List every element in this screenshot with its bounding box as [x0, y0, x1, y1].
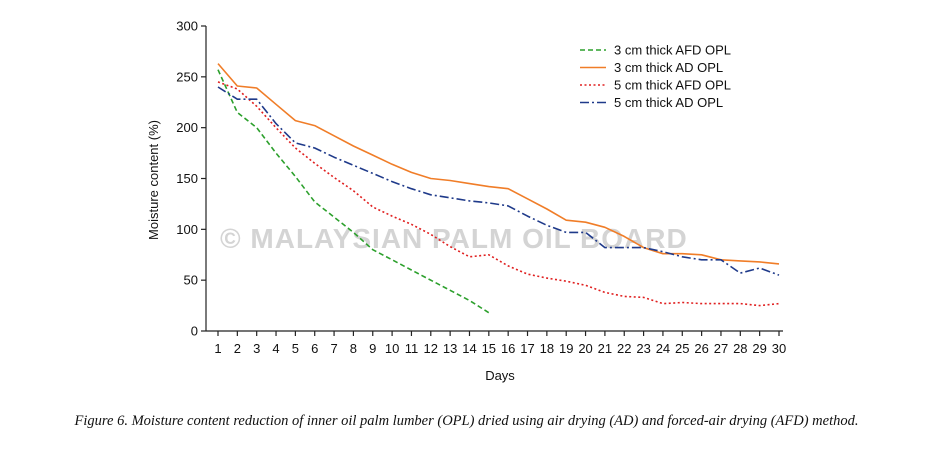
x-axis-ticks: 1 2 3 4 5 6 7 8 9 10 11 12 13 14 15 16 17 18 19 20 21 22 23 24 2…	[214, 331, 786, 356]
x-tick-label: 26	[694, 341, 708, 356]
x-tick-label: 2	[234, 341, 241, 356]
x-tick-label: 3	[253, 341, 260, 356]
x-tick-label: 30	[772, 341, 786, 356]
x-tick-label: 24	[656, 341, 670, 356]
x-tick-label: 23	[636, 341, 650, 356]
x-tick-label: 8	[350, 341, 357, 356]
x-tick-label: 7	[330, 341, 337, 356]
y-tick-label: 0	[191, 324, 198, 339]
x-tick-label: 18	[540, 341, 554, 356]
x-tick-label: 11	[405, 341, 419, 356]
y-axis-ticks: 0 50 100 150 200 250 300	[176, 19, 206, 339]
y-tick-label: 300	[176, 19, 198, 34]
series-line-2	[217, 63, 780, 265]
x-tick-label: 16	[501, 341, 515, 356]
x-tick-label: 22	[617, 341, 631, 356]
x-tick-label: 17	[520, 341, 534, 356]
legend: 3 cm thick AFD OPL 3 cm thick AD OPL 5 cm …	[580, 43, 731, 110]
series-lines	[217, 63, 780, 314]
y-tick-label: 150	[176, 171, 198, 186]
x-axis-label: Days	[485, 368, 515, 383]
series-line-4	[217, 86, 780, 276]
y-tick-label: 250	[176, 69, 198, 84]
legend-label-1: 3 cm thick AFD OPL	[614, 43, 731, 58]
series-line-1	[217, 69, 490, 314]
x-tick-label: 10	[385, 341, 399, 356]
figure-caption: Figure 6. Moisture content reduction of …	[74, 413, 859, 429]
x-tick-label: 14	[462, 341, 476, 356]
x-tick-label: 28	[733, 341, 747, 356]
y-axis-label: Moisture content (%)	[146, 120, 161, 240]
x-tick-label: 15	[482, 341, 496, 356]
y-tick-label: 200	[176, 120, 198, 135]
x-tick-label: 5	[292, 341, 299, 356]
legend-label-3: 5 cm thick AFD OPL	[614, 78, 731, 93]
x-tick-label: 21	[598, 341, 612, 356]
x-tick-label: 9	[369, 341, 376, 356]
legend-label-4: 5 cm thick AD OPL	[614, 95, 723, 110]
x-tick-label: 29	[752, 341, 766, 356]
y-tick-label: 100	[176, 222, 198, 237]
y-tick-label: 50	[184, 273, 198, 288]
watermark-text: © MALAYSIAN PALM OIL BOARD	[220, 223, 688, 254]
legend-label-2: 3 cm thick AD OPL	[614, 60, 723, 75]
x-tick-label: 27	[714, 341, 728, 356]
x-tick-label: 19	[559, 341, 573, 356]
moisture-chart: © MALAYSIAN PALM OIL BOARD 1 2 3 4 5 6 7 8 9 10 11…	[146, 19, 786, 384]
x-tick-label: 6	[311, 341, 318, 356]
x-tick-label: 25	[675, 341, 689, 356]
x-tick-label: 1	[214, 341, 221, 356]
x-tick-label: 13	[443, 341, 457, 356]
x-tick-label: 12	[424, 341, 438, 356]
x-tick-label: 4	[272, 341, 279, 356]
x-tick-label: 20	[578, 341, 592, 356]
series-line-3	[217, 81, 780, 307]
